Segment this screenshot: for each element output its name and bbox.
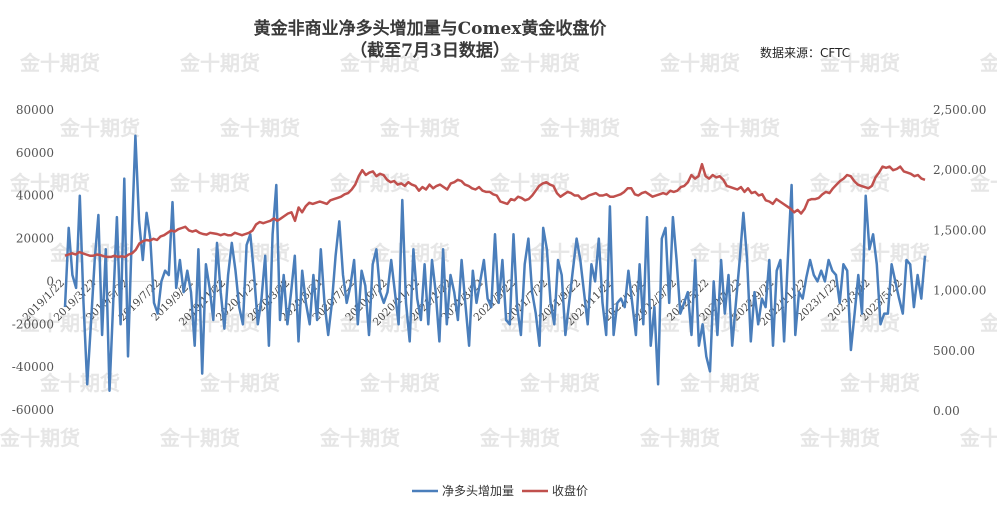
watermark-text: 金十期货 [849, 241, 930, 265]
chart-title: 黄金非商业净多头增加量与Comex黄金收盘价 [254, 18, 608, 39]
source-label: 数据来源：CFTC [760, 45, 850, 60]
watermark-text: 金十期货 [539, 116, 620, 140]
series-layer [63, 134, 927, 392]
legend-label-close-price: 收盘价 [552, 483, 588, 498]
watermark-text: 金十期货 [659, 51, 740, 75]
left-tick-label: -60000 [12, 403, 54, 417]
watermark-text: 金十期货 [0, 426, 80, 450]
watermark-text: 金十期货 [39, 371, 120, 395]
watermark-text: 金十期货 [219, 116, 300, 140]
watermark-text: 金十期货 [979, 311, 997, 335]
watermark-text: 金十期货 [639, 426, 720, 450]
right-tick-label: 2,500.00 [933, 103, 986, 117]
legend-label-net-long: 净多头增加量 [442, 484, 514, 498]
watermark-text: 金十期货 [199, 371, 280, 395]
right-tick-label: 0.00 [933, 404, 960, 418]
left-tick-label: 60000 [16, 146, 54, 160]
left-tick-label: 40000 [16, 189, 54, 203]
watermark-text: 金十期货 [959, 426, 997, 450]
left-tick-label: 20000 [16, 232, 54, 246]
watermark-text: 金十期货 [649, 171, 730, 195]
watermark-text: 金十期货 [689, 241, 770, 265]
right-axis: 2,500.00 2,000.00 1,500.00 1,000.00 500.00 0.… [933, 103, 986, 418]
right-tick-label: 2,000.00 [933, 163, 986, 177]
watermark-text: 金十期货 [839, 371, 920, 395]
watermark-text: 金十期货 [799, 426, 880, 450]
watermark-text: 金十期货 [209, 241, 290, 265]
series-line-net-long [63, 134, 927, 392]
watermark-text: 金十期货 [379, 116, 460, 140]
left-tick-label: -20000 [12, 317, 54, 331]
watermark-text: 金十期货 [679, 371, 760, 395]
right-tick-label: 1,000.00 [933, 284, 986, 298]
watermark-text: 金十期货 [339, 51, 420, 75]
watermark-text: 金十期货 [19, 311, 100, 335]
watermark-layer: 金十期货金十期货金十期货金十期货金十期货金十期货金十期货金十期货金十期货金十期货… [0, 51, 997, 450]
watermark-text: 金十期货 [369, 241, 450, 265]
watermark-text: 金十期货 [59, 116, 140, 140]
watermark-text: 金十期货 [159, 426, 240, 450]
watermark-text: 金十期货 [319, 426, 400, 450]
watermark-text: 金十期货 [969, 171, 997, 195]
watermark-text: 金十期货 [979, 51, 997, 75]
series-line-close-price [64, 162, 926, 259]
watermark-text: 金十期货 [479, 426, 560, 450]
watermark-text: 金十期货 [519, 371, 600, 395]
left-tick-label: 0 [46, 274, 54, 288]
right-tick-label: 1,500.00 [933, 223, 986, 237]
watermark-text: 金十期货 [699, 116, 780, 140]
watermark-text: 金十期货 [169, 171, 250, 195]
right-tick-label: 500.00 [933, 344, 975, 358]
watermark-text: 金十期货 [9, 171, 90, 195]
legend: 净多头增加量 收盘价 [412, 483, 588, 498]
watermark-text: 金十期货 [19, 51, 100, 75]
watermark-text: 金十期货 [489, 171, 570, 195]
watermark-text: 金十期货 [859, 116, 940, 140]
left-axis: 80000 60000 40000 20000 0 -20000 -40000 -60000 [12, 103, 54, 417]
watermark-text: 金十期货 [819, 311, 900, 335]
watermark-text: 金十期货 [819, 51, 900, 75]
watermark-text: 金十期货 [179, 51, 260, 75]
left-tick-label: 80000 [16, 103, 54, 117]
watermark-text: 金十期货 [499, 51, 580, 75]
left-tick-label: -40000 [12, 360, 54, 374]
chart-subtitle: （截至7月3日数据） [350, 40, 510, 61]
watermark-text: 金十期货 [359, 371, 440, 395]
